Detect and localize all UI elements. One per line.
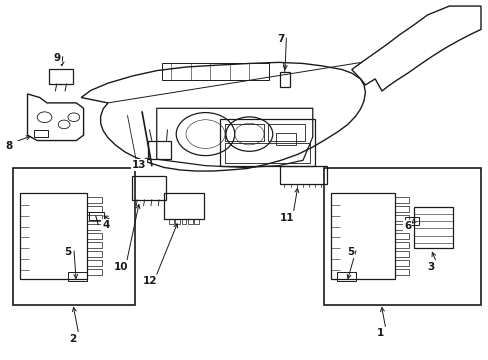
Bar: [34, 130, 48, 137]
Text: 4: 4: [102, 220, 109, 230]
Bar: [394, 215, 408, 221]
Bar: [87, 233, 102, 239]
Bar: [87, 197, 102, 203]
Text: 12: 12: [142, 276, 157, 286]
Bar: [132, 176, 165, 200]
Text: 9: 9: [54, 53, 61, 63]
Bar: [276, 134, 295, 145]
Bar: [336, 272, 355, 281]
Text: 13: 13: [131, 160, 145, 170]
Text: 8: 8: [6, 141, 13, 151]
Bar: [267, 125, 305, 140]
Bar: [187, 219, 192, 224]
Bar: [161, 63, 268, 80]
Text: 10: 10: [113, 262, 128, 272]
Bar: [148, 140, 171, 159]
Bar: [279, 72, 290, 87]
Bar: [224, 143, 310, 163]
Bar: [87, 224, 102, 230]
Bar: [163, 193, 203, 219]
Text: 3: 3: [427, 262, 433, 272]
Bar: [394, 224, 408, 230]
Bar: [87, 251, 102, 257]
Bar: [175, 219, 180, 224]
Bar: [394, 233, 408, 239]
Bar: [49, 69, 73, 84]
Bar: [394, 197, 408, 203]
Text: 1: 1: [376, 328, 383, 338]
Bar: [224, 125, 264, 140]
Bar: [168, 219, 173, 224]
Bar: [394, 260, 408, 266]
Bar: [181, 219, 186, 224]
Bar: [330, 193, 394, 279]
Bar: [87, 260, 102, 266]
Text: 5: 5: [346, 247, 354, 257]
Bar: [87, 269, 102, 275]
Bar: [394, 269, 408, 275]
Bar: [324, 168, 480, 305]
Bar: [394, 206, 408, 212]
Bar: [20, 193, 87, 279]
Text: 5: 5: [64, 247, 71, 257]
Bar: [87, 242, 102, 248]
Text: 2: 2: [69, 333, 76, 343]
Bar: [279, 166, 327, 184]
Bar: [194, 219, 199, 224]
Bar: [394, 251, 408, 257]
Text: 11: 11: [280, 213, 294, 222]
Bar: [68, 272, 86, 281]
Bar: [405, 217, 418, 225]
Bar: [87, 215, 102, 221]
Bar: [87, 206, 102, 212]
Bar: [89, 212, 104, 220]
Bar: [394, 242, 408, 248]
Bar: [220, 119, 315, 166]
Bar: [13, 168, 135, 305]
Text: 7: 7: [276, 35, 284, 44]
Text: 6: 6: [404, 221, 410, 231]
Bar: [413, 207, 452, 248]
